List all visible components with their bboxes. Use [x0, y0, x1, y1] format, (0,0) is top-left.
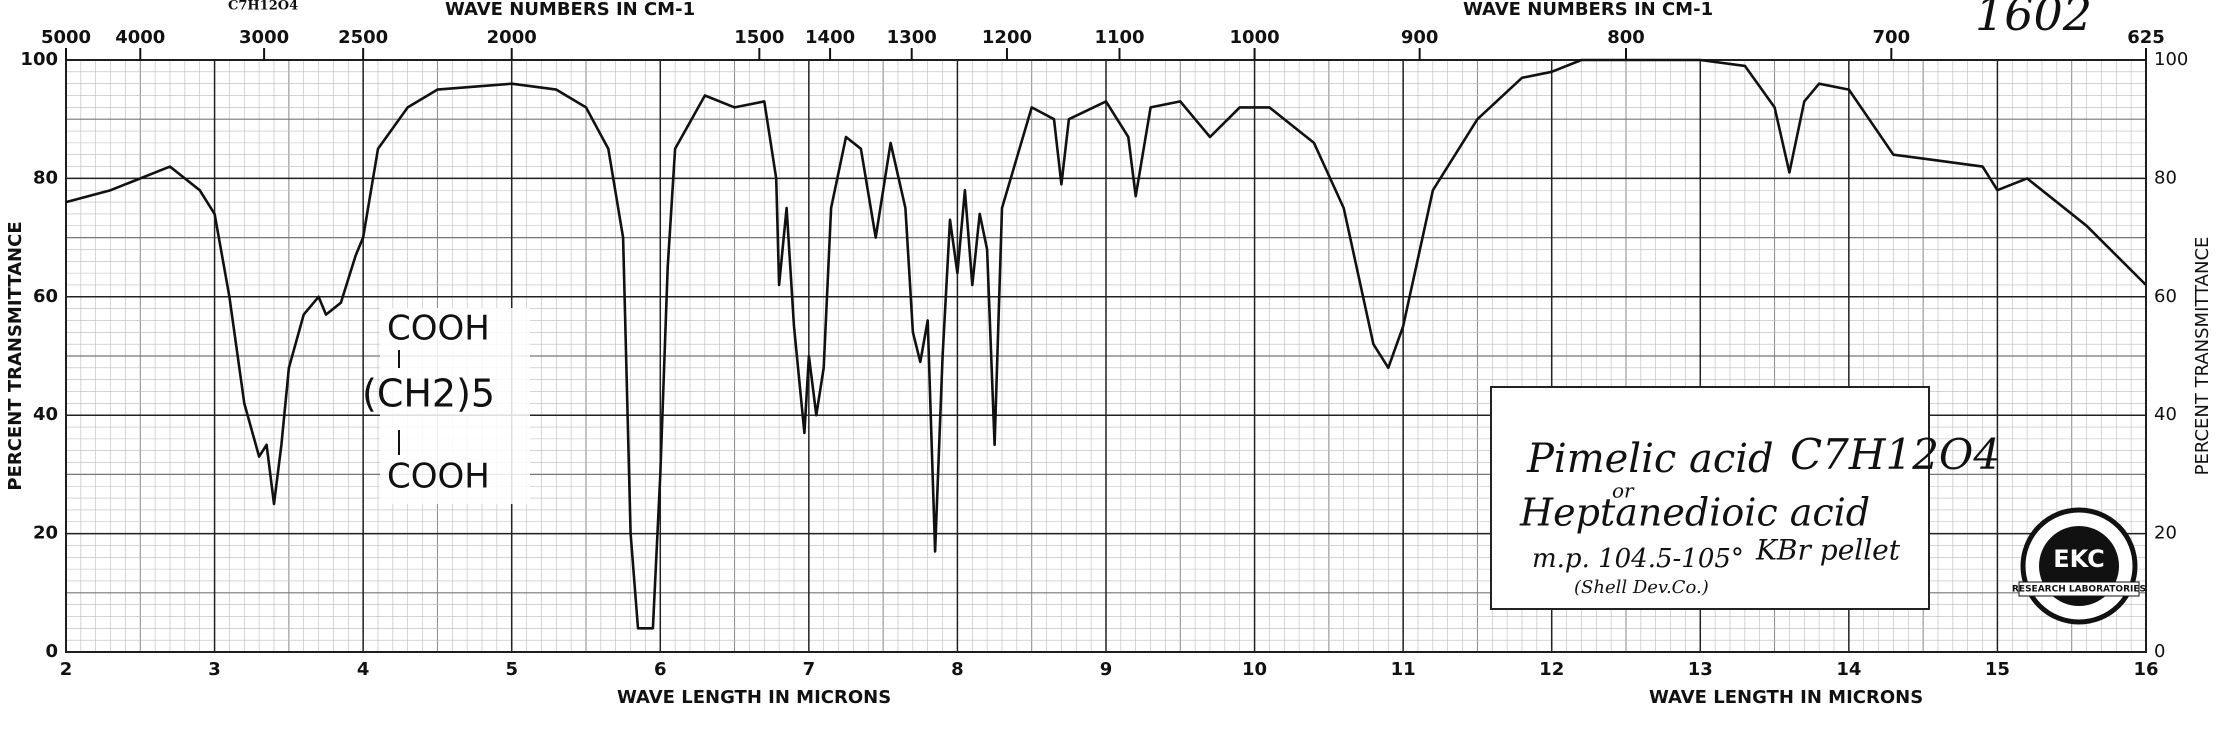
alternate-name: Heptanedioic acid [1519, 491, 1870, 535]
spectrum-line [65, 58, 2147, 630]
logo-band [2018, 581, 2140, 597]
x-tick-label: 9 [1100, 659, 1113, 680]
y2-tick-label: 40 [2154, 404, 2177, 425]
x-tick-label: 8 [951, 659, 964, 680]
x2-tick-label: 1100 [1094, 27, 1144, 48]
y2-tick-label: 80 [2154, 167, 2177, 188]
x2-tick-label: 900 [1401, 27, 1439, 48]
logo: EKC RESEARCH LABORATORIES [2012, 507, 2146, 625]
logo-text: RESEARCH LABORATORIES [2012, 585, 2146, 595]
x-tick-label: 12 [1539, 659, 1564, 680]
x-tick-label: 10 [1242, 659, 1267, 680]
or-text: or [1612, 479, 1635, 503]
x-axis-label: WAVE LENGTH IN MICRONS [617, 687, 891, 708]
y-tick-label: 60 [33, 286, 58, 307]
x2-tick-label: 2000 [487, 27, 537, 48]
y2-tick-label: 20 [2154, 523, 2177, 544]
y-axis-label: PERCENT TRANSMITTANCE [2192, 237, 2213, 476]
x-tick-label: 15 [1985, 659, 2010, 680]
x2-axis-label: WAVE NUMBERS IN CM-1 [1463, 0, 1713, 20]
y-tick-label: 80 [33, 167, 58, 188]
x-tick-label: 7 [803, 659, 816, 680]
x-tick-label: 14 [1836, 659, 1861, 680]
x2-tick-label: 800 [1607, 27, 1645, 48]
x-tick-label: 2 [60, 659, 73, 680]
y-tick-label: 0 [45, 641, 58, 662]
sample-prep: KBr pellet [1755, 534, 1901, 567]
y-tick-label: 20 [33, 523, 58, 544]
structure-chain: (CH2)5 [362, 372, 495, 416]
x-tick-label: 16 [2133, 659, 2158, 680]
y2-tick-label: 60 [2154, 286, 2177, 307]
catalog-number: 1602 [1975, 0, 2092, 41]
y2-tick-label: 100 [2154, 49, 2188, 70]
y-tick-label: 100 [20, 49, 58, 70]
x2-tick-label: 1400 [805, 27, 855, 48]
annotation-box [1490, 386, 1930, 610]
x2-tick-label: 4000 [115, 27, 165, 48]
y2-tick-label: 0 [2154, 641, 2165, 662]
melting-point: m.p. 104.5-105° [1532, 544, 1744, 574]
x-tick-label: 11 [1391, 659, 1416, 680]
formula: C7H12O4 [1790, 430, 2000, 479]
y-axis-label: PERCENT TRANSMITTANCE [5, 221, 26, 490]
y-tick-label: 40 [33, 404, 58, 425]
x-axis-label: WAVE LENGTH IN MICRONS [1649, 687, 1923, 708]
plot [65, 58, 2147, 630]
logo-mark: EKC [2053, 545, 2105, 573]
x-tick-label: 4 [357, 659, 370, 680]
x-tick-label: 3 [208, 659, 221, 680]
source: (Shell Dev.Co.) [1574, 577, 1709, 598]
x2-tick-label: 3000 [239, 27, 289, 48]
x2-tick-label: 1500 [734, 27, 784, 48]
x2-axis-label: WAVE NUMBERS IN CM-1 [445, 0, 695, 20]
x2-tick-label: 625 [2127, 27, 2165, 48]
x-tick-label: 13 [1688, 659, 1713, 680]
structure-group: COOH [387, 457, 490, 497]
x-tick-label: 6 [654, 659, 667, 680]
x2-tick-label: 1000 [1230, 27, 1280, 48]
compound-name: Pimelic acid [1526, 436, 1774, 482]
x2-tick-label: 1300 [887, 27, 937, 48]
structure-background [380, 308, 530, 504]
x2-tick-label: 5000 [41, 27, 91, 48]
x2-tick-label: 2500 [338, 27, 388, 48]
x2-tick-label: 1200 [982, 27, 1032, 48]
structure-group: COOH [387, 309, 490, 349]
top-formula: C7H12O4 [228, 0, 298, 14]
x-tick-label: 5 [505, 659, 518, 680]
x2-tick-label: 700 [1873, 27, 1911, 48]
